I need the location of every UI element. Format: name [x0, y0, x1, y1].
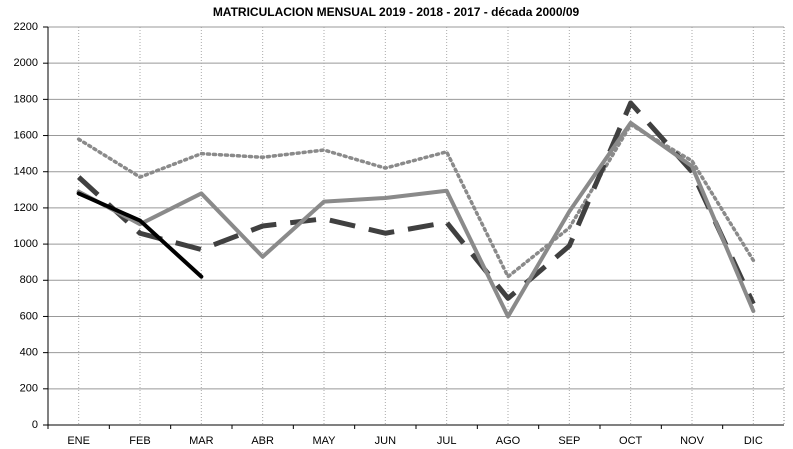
y-tick-label: 1800 — [14, 93, 38, 105]
x-tick-label: OCT — [619, 435, 643, 447]
series-line — [76, 120, 756, 319]
x-tick-label: ENE — [67, 435, 90, 447]
series-line — [76, 122, 756, 279]
x-tick-label: MAY — [312, 435, 336, 447]
x-tick-label: FEB — [129, 435, 150, 447]
x-tick-label: JUL — [437, 435, 457, 447]
x-tick-label: SEP — [558, 435, 580, 447]
y-tick-label: 800 — [20, 274, 38, 286]
x-tick-label: AGO — [496, 435, 521, 447]
x-tick-label: MAR — [189, 435, 214, 447]
x-tick-label: JUN — [375, 435, 396, 447]
y-tick-label: 400 — [20, 347, 38, 359]
chart-title: MATRICULACION MENSUAL 2019 - 2018 - 2017… — [213, 5, 580, 19]
y-tick-label: 1400 — [14, 166, 38, 178]
y-tick-label: 2000 — [14, 57, 38, 69]
y-tick-label: 1600 — [14, 129, 38, 141]
y-tick-label: 0 — [32, 419, 38, 431]
y-tick-label: 1000 — [14, 238, 38, 250]
y-tick-label: 1200 — [14, 202, 38, 214]
y-tick-label: 200 — [20, 383, 38, 395]
series-line — [76, 191, 204, 279]
series-line — [76, 100, 756, 305]
x-tick-label: ABR — [251, 435, 274, 447]
y-tick-label: 2200 — [14, 21, 38, 33]
x-tick-label: NOV — [680, 435, 705, 447]
y-tick-label: 600 — [20, 310, 38, 322]
x-tick-label: DIC — [744, 435, 763, 447]
